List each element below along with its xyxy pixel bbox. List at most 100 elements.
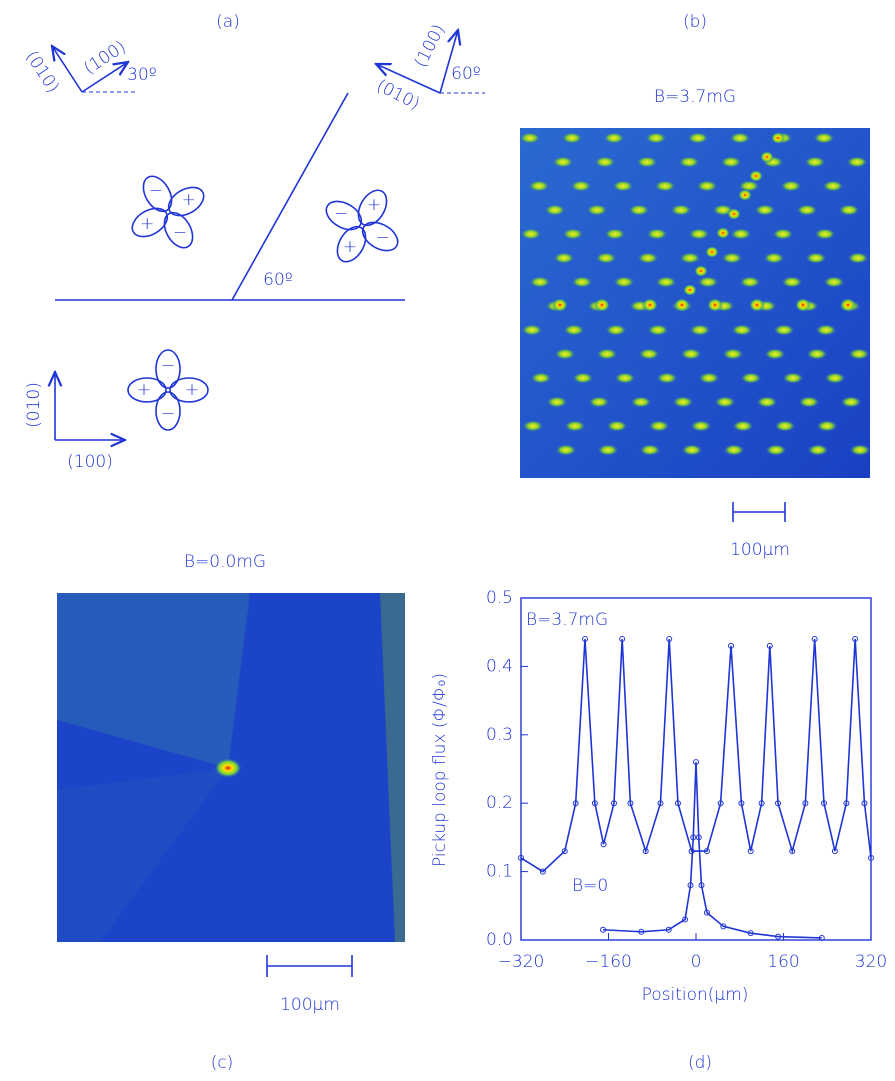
image-title: B=0.0mG [184, 552, 266, 572]
vortex [546, 396, 568, 408]
vortex [781, 276, 803, 288]
y-tick-label: 0.1 [486, 862, 513, 882]
vortex [707, 298, 723, 312]
vortex [520, 228, 542, 240]
sign: − [334, 204, 348, 224]
vortex [731, 324, 753, 336]
vortex [637, 252, 659, 264]
vortex [683, 284, 697, 296]
vortex [804, 156, 826, 168]
vortex [674, 298, 690, 312]
vortex [824, 372, 846, 384]
vortex [816, 420, 838, 432]
vortex [594, 298, 610, 312]
vortex [720, 156, 742, 168]
data-line [603, 762, 822, 938]
vortex [806, 348, 828, 360]
vortex [721, 252, 743, 264]
vortex [638, 348, 660, 360]
vortex [772, 228, 794, 240]
sign: − [376, 228, 390, 248]
y-tick-label: 0.4 [486, 656, 513, 676]
vortex [555, 444, 577, 456]
vortex [636, 156, 658, 168]
sign: + [182, 190, 196, 210]
vortex [561, 132, 583, 144]
vortex [754, 204, 776, 216]
vortex [571, 276, 593, 288]
vortex [796, 204, 818, 216]
vortex [678, 156, 700, 168]
axis-label: (010) [21, 47, 63, 96]
panel-c: B=0.0mG 100μm (c) [57, 552, 405, 1073]
vortex [823, 276, 845, 288]
vortex [552, 298, 568, 312]
vortex [570, 180, 592, 192]
vortex [530, 372, 552, 384]
vortex [780, 180, 802, 192]
vortex [586, 204, 608, 216]
vortex [697, 276, 719, 288]
vortex [716, 227, 730, 239]
vortex [681, 444, 703, 456]
vortex [722, 348, 744, 360]
angle-label: 30º [127, 65, 157, 85]
vortex [760, 151, 774, 163]
vortex [639, 444, 661, 456]
sign: − [161, 356, 175, 376]
vortex [214, 758, 242, 778]
vortex [522, 420, 544, 432]
x-tick-label: 0 [691, 952, 702, 972]
vortex [672, 396, 694, 408]
vortex [544, 204, 566, 216]
vortex [694, 265, 708, 277]
vortex [696, 180, 718, 192]
vortex [562, 228, 584, 240]
panel-a: (a) (100) (010) 30º (100) (010) 60º 60º … [21, 12, 485, 472]
vortex [698, 372, 720, 384]
y-tick-label: 0.0 [486, 930, 513, 950]
vortex [822, 180, 844, 192]
vortex [807, 444, 829, 456]
y-tick-label: 0.5 [486, 588, 513, 608]
vortex [521, 324, 543, 336]
sign: + [343, 237, 357, 257]
vortex [648, 420, 670, 432]
axis-label: (010) [24, 382, 44, 428]
vortex [680, 348, 702, 360]
vortex [689, 324, 711, 336]
vortex [730, 228, 752, 240]
angle-label: 60º [451, 64, 481, 84]
vortex [849, 444, 871, 456]
vortex [642, 298, 658, 312]
vortex [756, 396, 778, 408]
vortex [563, 324, 585, 336]
vortex [763, 252, 785, 264]
angle-label: 60º [263, 270, 293, 290]
vortex [670, 204, 692, 216]
vortex [597, 444, 619, 456]
vortex [614, 372, 636, 384]
vortex [654, 180, 676, 192]
vortex [606, 420, 628, 432]
vortex [594, 156, 616, 168]
vortex [605, 324, 627, 336]
vortex [572, 372, 594, 384]
vortex [782, 372, 804, 384]
vortex [723, 444, 745, 456]
vortex [840, 396, 862, 408]
vortex [727, 208, 741, 220]
vortex [595, 252, 617, 264]
vortex [655, 276, 677, 288]
vortex [690, 420, 712, 432]
vortex [687, 132, 709, 144]
vortex [805, 252, 827, 264]
x-tick-label: 160 [767, 952, 799, 972]
vortex [596, 348, 618, 360]
vortex [740, 372, 762, 384]
d-wave-clover: +−+− [113, 157, 222, 266]
sign: + [185, 380, 199, 400]
image-title: B=3.7mG [654, 87, 736, 107]
vortex [814, 228, 836, 240]
x-tick-label: −320 [498, 952, 545, 972]
